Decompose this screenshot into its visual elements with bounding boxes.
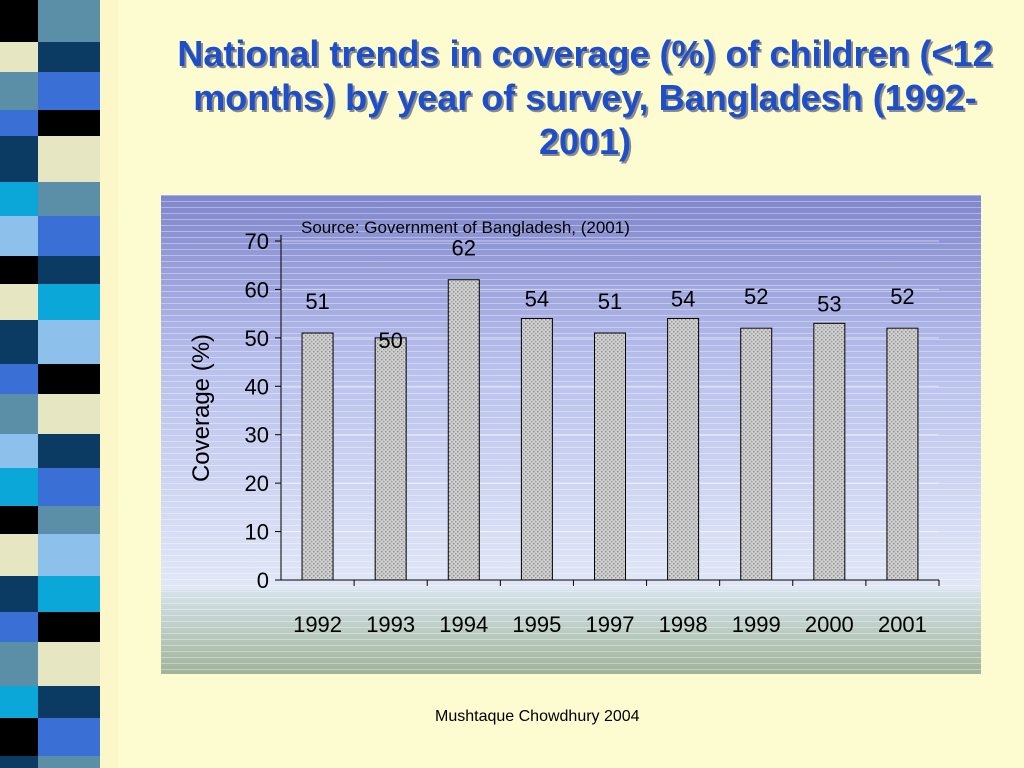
slide-title: National trends in coverage (%) of child…: [177, 33, 993, 162]
data-label: 54: [671, 286, 695, 311]
x-tick-label: 1993: [366, 612, 415, 637]
ribbon-segment: [38, 0, 100, 42]
ribbon-segment: [38, 136, 100, 182]
ribbon-segment: [38, 434, 100, 468]
y-tick-label: 50: [245, 326, 269, 351]
ribbon-segment: [38, 110, 100, 136]
data-label: 52: [890, 284, 914, 309]
ribbon-segment: [0, 256, 38, 284]
data-label: 62: [452, 236, 476, 261]
ribbon-segment: [38, 320, 100, 364]
footer-credit: Mushtaque Chowdhury 2004: [435, 708, 640, 725]
y-tick-label: 0: [257, 568, 269, 593]
bar: [740, 327, 773, 581]
ribbon-segment: [38, 576, 100, 612]
bar-chart: 51 50 62 54 51 54 52 53 52 0 10 20 30 40 50 60 70 1992 19…: [161, 195, 981, 674]
ribbon-edge: [100, 0, 118, 768]
ribbon-segment: [38, 612, 100, 642]
x-tick-label: 1994: [439, 612, 488, 637]
y-axis-label: Coverage (%): [188, 334, 215, 482]
bar: [886, 327, 919, 581]
axes: 0 10 20 30 40 50 60 70 1992 1993 1994 1995 1997 1998 1…: [245, 229, 940, 637]
data-label: 51: [305, 289, 329, 314]
ribbon-segment: [0, 72, 38, 110]
x-tick-label: 1995: [512, 612, 561, 637]
data-label: 51: [598, 289, 622, 314]
y-tick-label: 30: [245, 423, 269, 448]
ribbon-segment: [38, 468, 100, 506]
ribbon-segment: [38, 256, 100, 284]
data-label: 50: [378, 328, 402, 353]
ribbon-segment: [0, 320, 38, 364]
ribbon-segment: [0, 686, 38, 718]
decorative-side-strip: [0, 0, 118, 768]
bar: [374, 337, 407, 581]
ribbon-segment: [0, 364, 38, 394]
ribbon-segment: [38, 718, 100, 756]
bar: [813, 322, 846, 581]
ribbon-segment: [0, 642, 38, 686]
ribbon-segment: [38, 364, 100, 394]
source-annotation: Source: Government of Bangladesh, (2001): [301, 218, 630, 237]
bar: [594, 332, 626, 581]
x-tick-label: 1999: [732, 612, 781, 637]
ribbon-segment: [0, 0, 38, 42]
ribbon-segment: [38, 72, 100, 110]
bar: [520, 317, 553, 581]
data-label: 54: [525, 286, 549, 311]
ribbon-segment: [0, 434, 38, 468]
ribbon-segment: [0, 110, 38, 136]
y-tick-label: 10: [245, 520, 269, 545]
ribbon-segment: [0, 468, 38, 506]
ribbon-segment: [0, 534, 38, 576]
y-tick-label: 70: [245, 229, 269, 254]
bar: [667, 317, 700, 581]
ribbon-segment: [38, 182, 100, 216]
ribbon-segment: [0, 136, 38, 182]
ribbon-segment: [38, 506, 100, 534]
ribbon-segment: [38, 534, 100, 576]
bars: 51 50 62 54 51 54 52 53 52: [301, 236, 919, 581]
ribbon-segment: [38, 216, 100, 256]
ribbon-segment: [0, 612, 38, 642]
y-tick-label: 60: [245, 277, 269, 302]
chart-svg: 51 50 62 54 51 54 52 53 52 0 10 20 30 40 50 60 70 1992 19…: [161, 195, 981, 674]
y-tick-label: 20: [245, 471, 269, 496]
ribbon-segment: [38, 642, 100, 686]
ribbon-segment: [0, 42, 38, 72]
ribbon-segment: [38, 756, 100, 768]
ribbon-segment: [0, 284, 38, 320]
data-label: 52: [744, 284, 768, 309]
ribbon-segment: [0, 506, 38, 534]
y-tick-label: 40: [245, 374, 269, 399]
bar: [447, 279, 480, 581]
ribbon-segment: [38, 42, 100, 72]
ribbon-segment: [38, 284, 100, 320]
ribbon-graphic: [0, 0, 118, 768]
data-label: 53: [817, 291, 841, 316]
ribbon-segment: [0, 756, 38, 768]
ribbon-segment: [0, 718, 38, 756]
x-tick-label: 1992: [293, 612, 342, 637]
x-tick-label: 2001: [878, 612, 927, 637]
ribbon-segment: [0, 576, 38, 612]
ribbon-segment: [0, 182, 38, 216]
bar: [301, 332, 334, 581]
ribbon-segment: [0, 394, 38, 434]
ribbon-segment: [38, 394, 100, 434]
ribbon-segment: [38, 686, 100, 718]
ribbon-segment: [0, 216, 38, 256]
x-tick-label: 1998: [659, 612, 708, 637]
x-tick-label: 2000: [805, 612, 854, 637]
x-tick-label: 1997: [586, 612, 635, 637]
